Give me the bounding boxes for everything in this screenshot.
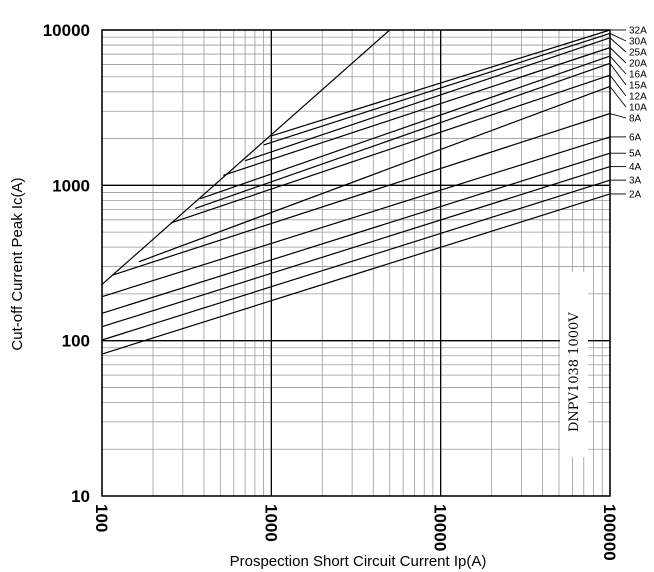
series-leader-8a (609, 113, 627, 119)
minor-gridlines (102, 30, 610, 496)
series-label-30a: 30A (629, 37, 647, 48)
series-line-4a (101, 166, 611, 328)
series-label-32a: 32A (629, 26, 647, 37)
series-line-6a (101, 136, 611, 298)
series-line-15a (194, 62, 611, 210)
series-leader-20a (609, 47, 627, 64)
series-line-20a (223, 47, 611, 176)
series-line-2a (101, 193, 611, 355)
series-leader-10a (609, 86, 627, 108)
series-line-3a (101, 179, 611, 341)
x-axis-label: Prospection Short Circuit Current Ip(A) (230, 553, 487, 570)
plot-frame (101, 29, 611, 497)
series-label-16a: 16A (629, 70, 647, 81)
series-line-32a (271, 29, 611, 137)
y-tick-label: 10 (71, 487, 90, 506)
reference-line (101, 29, 391, 285)
x-tick-label: 10000 (431, 504, 450, 551)
series-leader-15a (609, 63, 627, 86)
series-leader-25a (609, 37, 627, 53)
reference-curve (101, 29, 391, 285)
y-axis-label: Cut-off Current Peak Ic(A) (9, 177, 26, 350)
series-label-15a: 15A (629, 81, 647, 92)
series-label-20a: 20A (629, 59, 647, 70)
major-gridlines (101, 29, 611, 497)
series-label-3a: 3A (629, 176, 642, 187)
series-line-8a (112, 112, 611, 276)
series-layer (101, 29, 611, 355)
x-tick-label: 100000 (600, 504, 619, 561)
series-label-12a: 12A (629, 92, 647, 103)
x-tick-label: 1000 (261, 504, 280, 542)
series-line-5a (101, 152, 611, 314)
series-line-10a (138, 85, 611, 263)
series-line-30a (263, 32, 611, 146)
series-line-12a (170, 74, 611, 224)
series-label-6a: 6A (629, 132, 642, 143)
model-annotation: DNPV1038 1000V (567, 312, 582, 432)
series-leader-30a (609, 33, 627, 42)
series-label-8a: 8A (629, 114, 642, 125)
y-tick-label: 100 (62, 332, 90, 351)
series-line-16a (199, 55, 611, 200)
series-label-4a: 4A (629, 162, 642, 173)
series-label-10a: 10A (629, 103, 647, 114)
y-tick-label: 1000 (52, 176, 90, 195)
series-label-2a: 2A (629, 189, 642, 200)
y-tick-label: 10000 (43, 21, 90, 40)
series-label-5a: 5A (629, 149, 642, 160)
series-label-25a: 25A (629, 48, 647, 59)
series-line-25a (244, 37, 611, 162)
model-annotation-box (560, 272, 588, 457)
x-tick-label: 100 (92, 504, 111, 532)
series-leader-16a (609, 55, 627, 75)
series-leader-12a (609, 74, 627, 97)
